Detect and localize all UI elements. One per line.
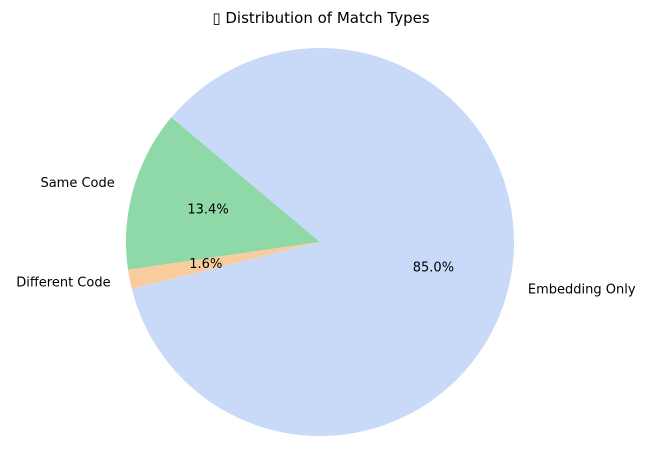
pie-slice-different-code	[128, 242, 320, 289]
pie-slice-same-code	[125, 117, 320, 270]
chart-title: ▯ Distribution of Match Types	[212, 9, 430, 27]
slice-label-embedding-only: Embedding Only	[528, 283, 636, 298]
pie-slice-embedding-only	[131, 47, 514, 437]
slice-label-same-code: Same Code	[40, 176, 114, 191]
slice-label-different-code: Different Code	[16, 276, 110, 291]
slice-percent-embedding-only: 85.0%	[413, 261, 454, 276]
slice-percent-different-code: 1.6%	[189, 257, 222, 272]
pie-slices	[125, 47, 514, 437]
pie-labels: Same Code 13.4% Different Code 1.6% Embeddin…	[16, 176, 636, 297]
slice-percent-same-code: 13.4%	[187, 203, 228, 218]
